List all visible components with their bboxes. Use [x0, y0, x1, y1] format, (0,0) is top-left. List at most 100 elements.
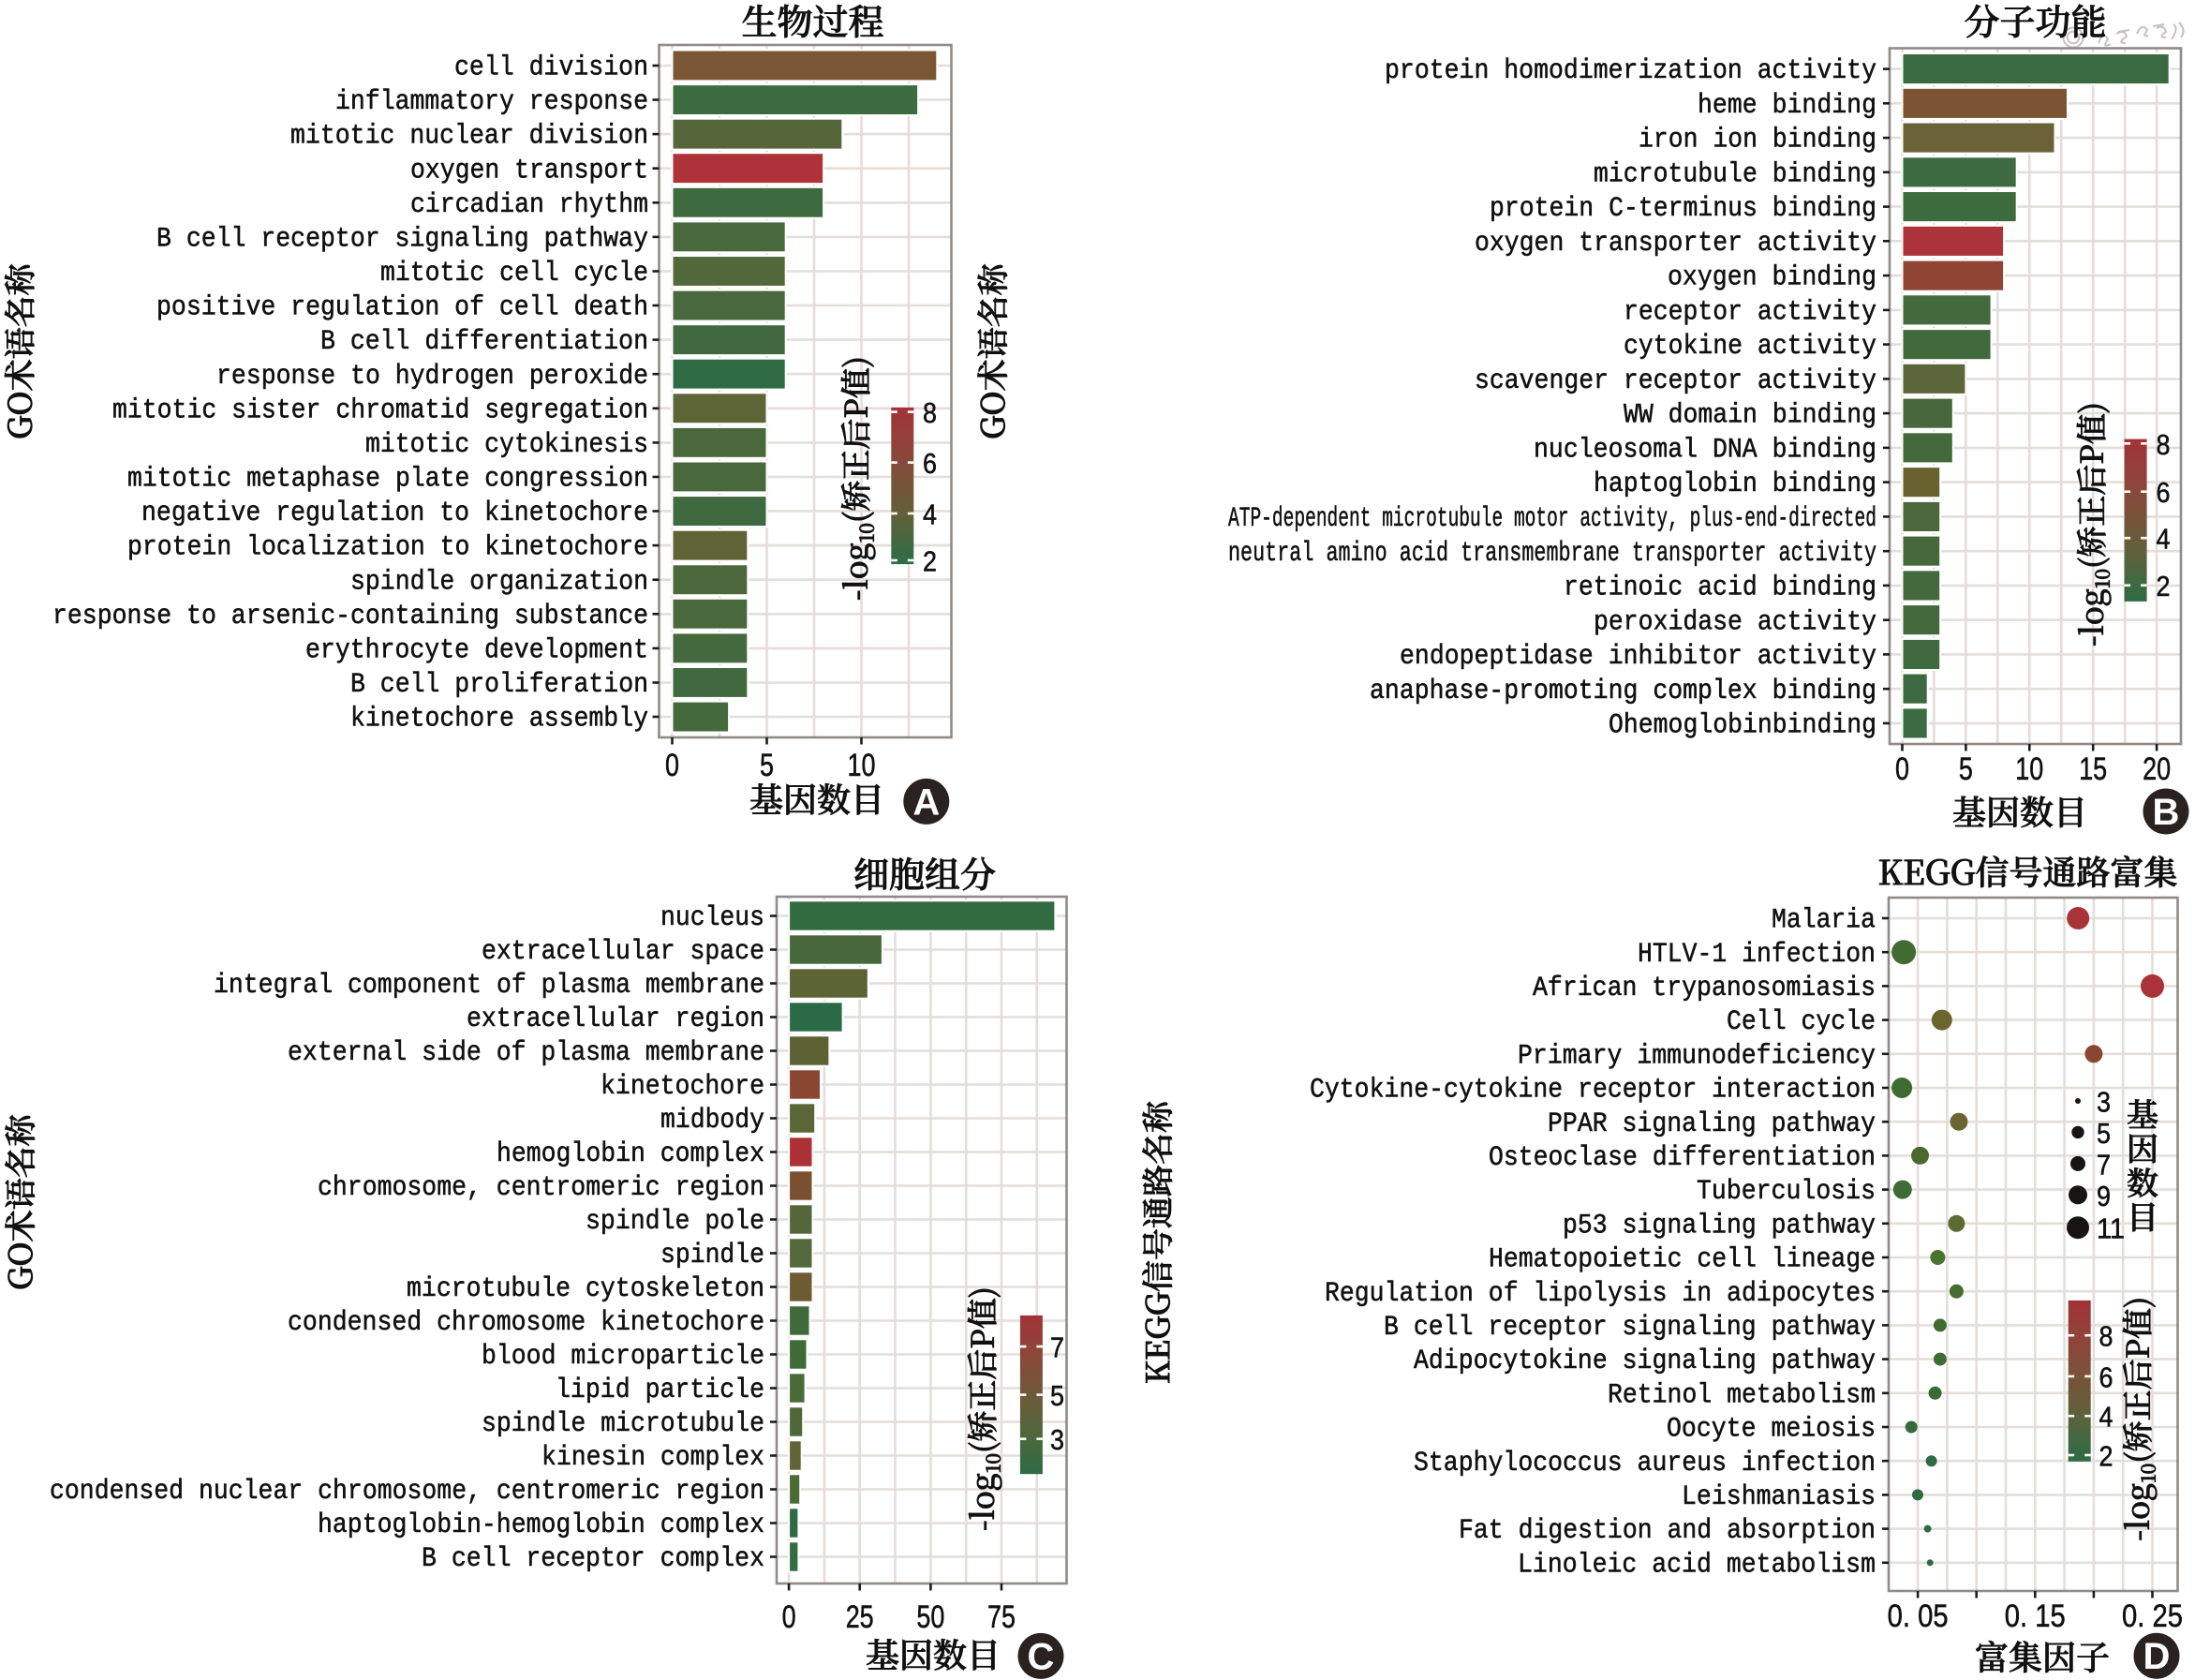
svg-text:Primary immunodeficiency: Primary immunodeficiency — [1518, 1040, 1876, 1072]
svg-text:Retinol metabolism: Retinol metabolism — [1608, 1379, 1876, 1411]
svg-text:0: 0 — [782, 1599, 796, 1635]
svg-text:lipid particle: lipid particle — [556, 1375, 764, 1406]
svg-text:0. 15: 0. 15 — [2005, 1598, 2066, 1634]
svg-text:Tuberculosis: Tuberculosis — [1697, 1176, 1876, 1208]
svg-text:Cytokine-cytokine receptor int: Cytokine-cytokine receptor interaction — [1310, 1075, 1876, 1107]
svg-text:spindle microtubule: spindle microtubule — [482, 1408, 764, 1440]
svg-text:9: 9 — [2097, 1180, 2111, 1212]
svg-text:receptor activity: receptor activity — [1624, 297, 1876, 329]
svg-text:mitotic metaphase plate congre: mitotic metaphase plate congression — [127, 464, 648, 496]
svg-text:8: 8 — [2157, 428, 2171, 461]
svg-text:5: 5 — [2097, 1117, 2111, 1150]
svg-text:0. 25: 0. 25 — [2122, 1598, 2183, 1634]
svg-text:protein C-terminus binding: protein C-terminus binding — [1490, 193, 1876, 225]
svg-text:D: D — [2143, 1636, 2171, 1677]
svg-text:Oocyte meiosis: Oocyte meiosis — [1667, 1414, 1876, 1446]
svg-text:iron ion binding: iron ion binding — [1639, 125, 1876, 156]
svg-text:African trypanosomiasis: African trypanosomiasis — [1533, 973, 1876, 1004]
svg-text:50: 50 — [916, 1599, 944, 1635]
svg-text:4: 4 — [2157, 523, 2171, 556]
svg-text:6: 6 — [923, 447, 937, 480]
svg-text:Leishmaniasis: Leishmaniasis — [1682, 1481, 1876, 1513]
svg-text:chromosome, centromeric region: chromosome, centromeric region — [318, 1172, 764, 1204]
svg-text:mitotic sister chromatid segre: mitotic sister chromatid segregation — [112, 394, 648, 426]
svg-text:8: 8 — [2099, 1320, 2113, 1353]
svg-text:Staphylococcus aureus infectio: Staphylococcus aureus infection — [1414, 1448, 1876, 1479]
svg-text:response to hydrogen peroxide: response to hydrogen peroxide — [216, 361, 648, 393]
svg-text:10: 10 — [848, 748, 876, 783]
svg-text:2: 2 — [923, 545, 937, 578]
svg-text:condensed nuclear chromosome,: condensed nuclear chromosome, centromeri… — [50, 1476, 764, 1508]
svg-text:Regulation of lipolysis in adi: Regulation of lipolysis in adipocytes — [1325, 1278, 1876, 1310]
svg-text:7: 7 — [1050, 1331, 1064, 1364]
svg-text:B cell receptor complex: B cell receptor complex — [422, 1543, 764, 1575]
svg-text:retinoic acid binding: retinoic acid binding — [1564, 572, 1876, 604]
svg-text:integral component of plasma m: integral component of plasma membrane — [214, 970, 764, 1002]
svg-text:10: 10 — [2015, 751, 2043, 787]
svg-text:extracellular region: extracellular region — [467, 1004, 764, 1035]
svg-text:ATP-dependent microtubule moto: ATP-dependent microtubule motor activity… — [1228, 503, 1876, 535]
svg-text:0. 05: 0. 05 — [1888, 1598, 1949, 1634]
svg-text:15: 15 — [2079, 751, 2107, 787]
svg-text:hemoglobin complex: hemoglobin complex — [497, 1138, 764, 1170]
svg-text:positive regulation of cell de: positive regulation of cell death — [156, 292, 648, 324]
svg-text:kinesin complex: kinesin complex — [541, 1442, 764, 1474]
svg-text:response to arsenic-containing: response to arsenic-containing substance — [52, 601, 648, 632]
svg-text:blood microparticle: blood microparticle — [482, 1341, 764, 1373]
svg-text:nucleosomal DNA binding: nucleosomal DNA binding — [1534, 435, 1876, 467]
svg-text:20: 20 — [2143, 751, 2171, 787]
svg-text:C: C — [1028, 1637, 1055, 1678]
svg-text:oxygen transport: oxygen transport — [410, 155, 648, 186]
svg-text:11: 11 — [2097, 1212, 2125, 1245]
svg-text:B cell receptor signaling path: B cell receptor signaling pathway — [1384, 1312, 1876, 1344]
svg-text:B: B — [2153, 792, 2180, 833]
svg-text:4: 4 — [2099, 1401, 2113, 1434]
svg-text:oxygen transporter activity: oxygen transporter activity — [1475, 228, 1876, 260]
svg-text:haptoglobin-hemoglobin complex: haptoglobin-hemoglobin complex — [318, 1509, 764, 1541]
svg-text:HTLV-1 infection: HTLV-1 infection — [1638, 939, 1876, 971]
svg-text:Ohemoglobinbinding: Ohemoglobinbinding — [1609, 710, 1876, 742]
svg-text:A: A — [912, 782, 940, 824]
svg-text:microtubule cytoskeleton: microtubule cytoskeleton — [407, 1273, 764, 1305]
svg-text:0: 0 — [665, 748, 679, 783]
svg-text:B cell receptor signaling path: B cell receptor signaling pathway — [156, 224, 648, 256]
svg-text:spindle: spindle — [660, 1240, 764, 1271]
svg-text:6: 6 — [2157, 476, 2171, 509]
svg-text:nucleus: nucleus — [660, 902, 764, 934]
svg-text:neutral amino acid transmembra: neutral amino acid transmembrane transpo… — [1228, 538, 1876, 570]
svg-text:mitotic nuclear division: mitotic nuclear division — [290, 121, 648, 153]
svg-text:25: 25 — [846, 1599, 874, 1635]
svg-text:Adipocytokine signaling pathwa: Adipocytokine signaling pathway — [1414, 1345, 1876, 1377]
svg-text:endopeptidase inhibitor activi: endopeptidase inhibitor activity — [1400, 641, 1876, 673]
svg-text:Linoleic acid metabolism: Linoleic acid metabolism — [1518, 1549, 1876, 1581]
svg-text:2: 2 — [2157, 570, 2171, 602]
svg-text:negative regulation to kinetoc: negative regulation to kinetochore — [141, 498, 648, 529]
svg-text:erythrocyte development: erythrocyte development — [305, 635, 648, 667]
svg-text:protein localization to kineto: protein localization to kinetochore — [127, 532, 648, 564]
svg-text:mitotic cytokinesis: mitotic cytokinesis — [365, 429, 648, 461]
svg-text:4: 4 — [923, 498, 937, 531]
svg-text:75: 75 — [987, 1599, 1016, 1635]
svg-text:Fat digestion and absorption: Fat digestion and absorption — [1459, 1515, 1876, 1547]
svg-text:5: 5 — [760, 748, 774, 783]
svg-text:5: 5 — [1050, 1379, 1064, 1412]
svg-text:B cell proliferation: B cell proliferation — [350, 669, 648, 701]
svg-text:p53 signaling pathway: p53 signaling pathway — [1563, 1210, 1876, 1241]
svg-text:circadian rhythm: circadian rhythm — [410, 189, 648, 221]
svg-text:protein homodimerization activ: protein homodimerization activity — [1385, 55, 1876, 87]
svg-text:Osteoclase differentiation: Osteoclase differentiation — [1489, 1142, 1876, 1174]
svg-text:PPAR signaling pathway: PPAR signaling pathway — [1548, 1108, 1876, 1140]
svg-text:B cell differentiation: B cell differentiation — [320, 326, 648, 358]
svg-text:spindle pole: spindle pole — [586, 1206, 764, 1238]
svg-text:scavenger receptor activity: scavenger receptor activity — [1475, 365, 1876, 397]
svg-text:2: 2 — [2099, 1440, 2113, 1473]
svg-text:heme binding: heme binding — [1698, 90, 1876, 122]
svg-text:3: 3 — [1050, 1423, 1064, 1456]
svg-text:haptoglobin binding: haptoglobin binding — [1594, 468, 1876, 500]
svg-text:Malaria: Malaria — [1772, 905, 1876, 937]
svg-text:inflammatory response: inflammatory response — [335, 86, 648, 118]
svg-text:5: 5 — [1959, 751, 1973, 787]
svg-text:WW domain binding: WW domain binding — [1624, 400, 1876, 432]
svg-text:condensed chromosome kinetocho: condensed chromosome kinetochore — [288, 1307, 764, 1339]
svg-text:mitotic cell cycle: mitotic cell cycle — [380, 258, 648, 290]
